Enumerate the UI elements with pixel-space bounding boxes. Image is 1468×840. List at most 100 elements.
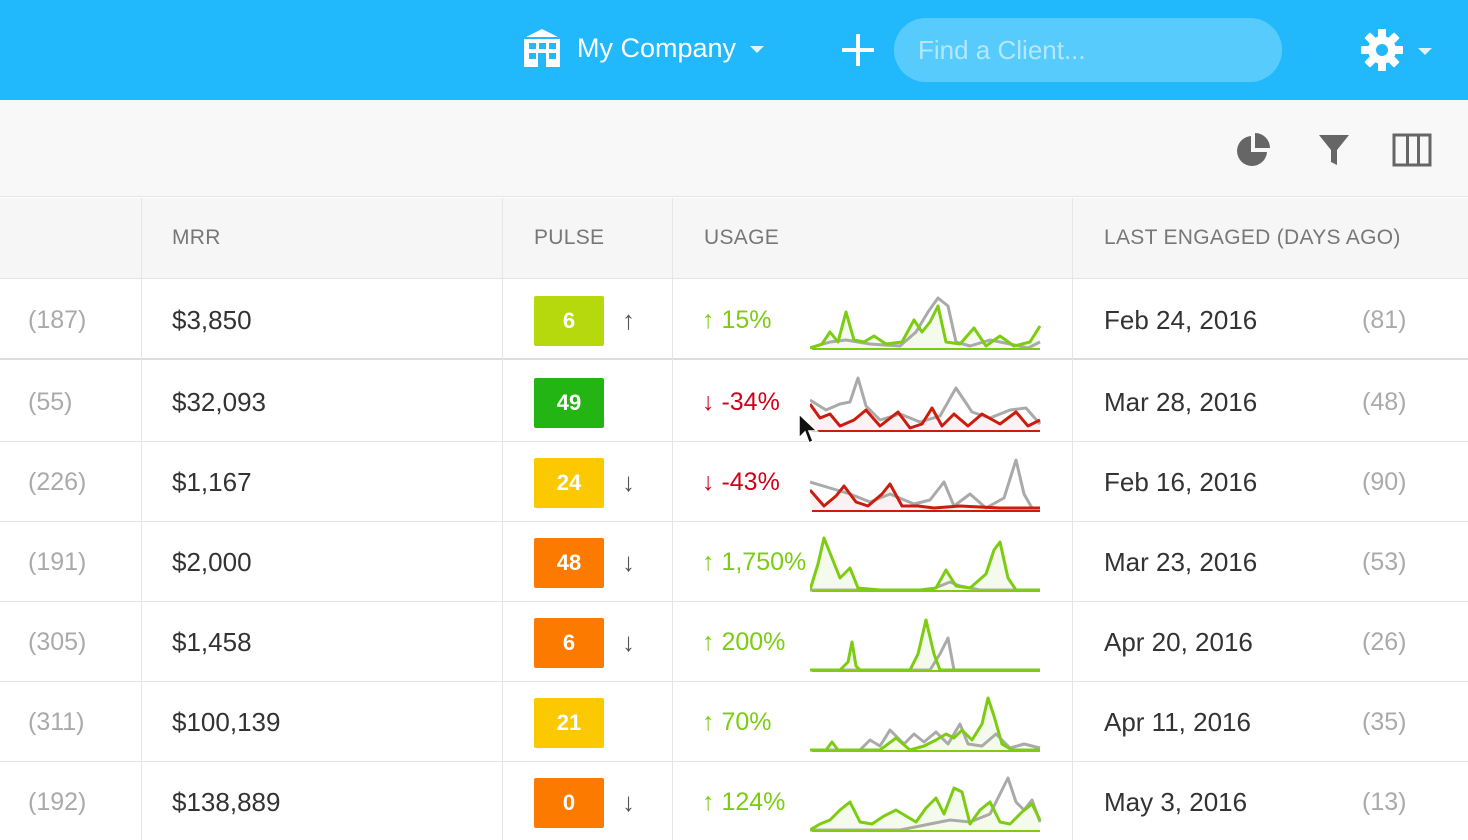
last-engaged-date: Feb 16, 2016 xyxy=(1104,467,1258,497)
usage-change: ↑ 15% xyxy=(702,280,772,360)
sparkline-previous-period xyxy=(810,376,1042,425)
usage-percent: -34% xyxy=(721,388,780,416)
settings-chevron-down-icon[interactable] xyxy=(1418,48,1432,55)
top-bar: My Company xyxy=(0,0,1468,100)
usage-up-arrow-icon: ↑ xyxy=(702,306,715,334)
usage-percent: -43% xyxy=(721,468,780,496)
company-name: My Company xyxy=(577,32,737,63)
table-row[interactable]: (55) $32,093 49 ↓ -34% Mar 28, 2016 (48) xyxy=(0,362,1468,442)
usage-change: ↑ 70% xyxy=(702,682,772,762)
column-header-pulse[interactable]: PULSE xyxy=(534,226,605,249)
columns-icon[interactable] xyxy=(1392,132,1432,168)
add-client-button[interactable] xyxy=(838,30,878,70)
last-engaged-date: Mar 28, 2016 xyxy=(1104,387,1258,417)
pulse-trend-up-icon: ↑ xyxy=(622,305,635,335)
building-icon xyxy=(524,29,560,67)
days-ago-value: (90) xyxy=(1362,468,1407,496)
column-header-mrr[interactable]: MRR xyxy=(172,226,221,249)
usage-percent: 70% xyxy=(721,708,772,736)
table-row[interactable]: (305) $1,458 6 ↓ ↑ 200% Apr 20, 2016 (26) xyxy=(0,602,1468,682)
mrr-value: $3,850 xyxy=(172,305,252,335)
days-ago-value: (48) xyxy=(1362,388,1407,416)
usage-change: ↑ 1,750% xyxy=(702,522,806,602)
sparkline-current-period xyxy=(810,786,1042,832)
sparkline-current-period xyxy=(810,403,1041,430)
usage-sparkline xyxy=(810,296,1042,350)
last-engaged-date: Apr 20, 2016 xyxy=(1104,627,1253,657)
usage-up-arrow-icon: ↑ xyxy=(702,788,715,816)
column-header-usage[interactable]: USAGE xyxy=(704,226,780,249)
usage-percent: 200% xyxy=(721,628,786,656)
usage-sparkline xyxy=(810,618,1040,672)
usage-up-arrow-icon: ↑ xyxy=(702,628,715,656)
usage-percent: 15% xyxy=(721,306,772,334)
usage-up-arrow-icon: ↑ xyxy=(702,708,715,736)
pulse-trend-down-icon: ↓ xyxy=(622,547,635,577)
usage-down-arrow-icon: ↓ xyxy=(702,468,715,496)
table-row[interactable]: (192) $138,889 0 ↓ ↑ 124% May 3, 2016 (13) xyxy=(0,762,1468,840)
mrr-value: $1,458 xyxy=(172,627,252,657)
usage-sparkline xyxy=(810,536,1040,592)
mrr-value: $1,167 xyxy=(172,467,252,497)
usage-sparkline xyxy=(810,696,1041,752)
usage-percent: 1,750% xyxy=(721,548,807,576)
days-ago-value: (35) xyxy=(1362,708,1407,736)
usage-change: ↓ -34% xyxy=(702,362,780,442)
sparkline-area xyxy=(810,404,1040,431)
usage-change: ↑ 124% xyxy=(702,762,785,840)
rank-value: (55) xyxy=(28,388,73,416)
last-engaged-date: Mar 23, 2016 xyxy=(1104,547,1258,577)
days-ago-value: (13) xyxy=(1362,788,1407,816)
sparkline-current-period xyxy=(810,536,1040,592)
days-ago-value: (53) xyxy=(1362,548,1407,576)
rank-value: (187) xyxy=(28,306,87,334)
last-engaged-date: Apr 11, 2016 xyxy=(1104,707,1251,737)
column-divider xyxy=(672,198,673,840)
gear-icon[interactable] xyxy=(1360,28,1404,72)
sparkline-area xyxy=(810,306,1040,349)
pulse-badge: 21 xyxy=(534,698,604,748)
toolbar xyxy=(0,100,1468,197)
rank-value: (311) xyxy=(28,708,85,736)
rank-value: (305) xyxy=(28,628,87,656)
table-row[interactable]: (226) $1,167 24 ↓ ↓ -43% Feb 16, 2016 (90) xyxy=(0,442,1468,522)
pulse-trend-down-icon: ↓ xyxy=(622,467,635,497)
pulse-trend-down-icon: ↓ xyxy=(622,787,635,817)
table-row[interactable]: (187) $3,850 6 ↑ ↑ 15% Feb 24, 2016 (81) xyxy=(0,280,1468,360)
column-divider xyxy=(141,198,142,840)
pulse-badge: 6 xyxy=(534,296,604,346)
sparkline-previous-period xyxy=(810,458,1040,510)
pulse-badge: 24 xyxy=(534,458,604,508)
usage-up-arrow-icon: ↑ xyxy=(702,548,715,576)
mrr-value: $100,139 xyxy=(172,707,281,737)
find-client-input[interactable] xyxy=(894,18,1282,82)
rank-value: (192) xyxy=(28,788,87,816)
rank-value: (191) xyxy=(28,548,87,576)
column-divider xyxy=(1072,198,1073,840)
table-row[interactable]: (311) $100,139 21 ↑ 70% Apr 11, 2016 (35) xyxy=(0,682,1468,762)
mrr-value: $32,093 xyxy=(172,387,266,417)
sparkline-current-period xyxy=(810,304,1042,350)
table-row[interactable]: (191) $2,000 48 ↓ ↑ 1,750% Mar 23, 2016 (53) xyxy=(0,522,1468,602)
pie-chart-icon[interactable] xyxy=(1234,132,1274,168)
table-header: MRR PULSE USAGE LAST ENGAGED (DAYS AGO) xyxy=(0,198,1468,279)
sparkline-area xyxy=(810,620,1040,671)
usage-sparkline xyxy=(810,376,1042,432)
column-header-last-engaged[interactable]: LAST ENGAGED (DAYS AGO) xyxy=(1104,226,1401,249)
column-divider xyxy=(502,198,503,840)
usage-sparkline xyxy=(810,776,1042,832)
mrr-value: $2,000 xyxy=(172,547,252,577)
usage-change: ↑ 200% xyxy=(702,602,785,682)
sparkline-area xyxy=(810,698,1040,751)
pulse-trend-down-icon: ↓ xyxy=(622,627,635,657)
pulse-badge: 0 xyxy=(534,778,604,828)
days-ago-value: (26) xyxy=(1362,628,1407,656)
mrr-value: $138,889 xyxy=(172,787,281,817)
pulse-badge: 49 xyxy=(534,378,604,428)
filter-icon[interactable] xyxy=(1314,132,1354,168)
usage-change: ↓ -43% xyxy=(702,442,780,522)
chevron-down-icon xyxy=(750,46,765,53)
usage-down-arrow-icon: ↓ xyxy=(702,388,715,416)
company-switcher[interactable]: My Company xyxy=(520,26,765,70)
days-ago-value: (81) xyxy=(1362,306,1407,334)
